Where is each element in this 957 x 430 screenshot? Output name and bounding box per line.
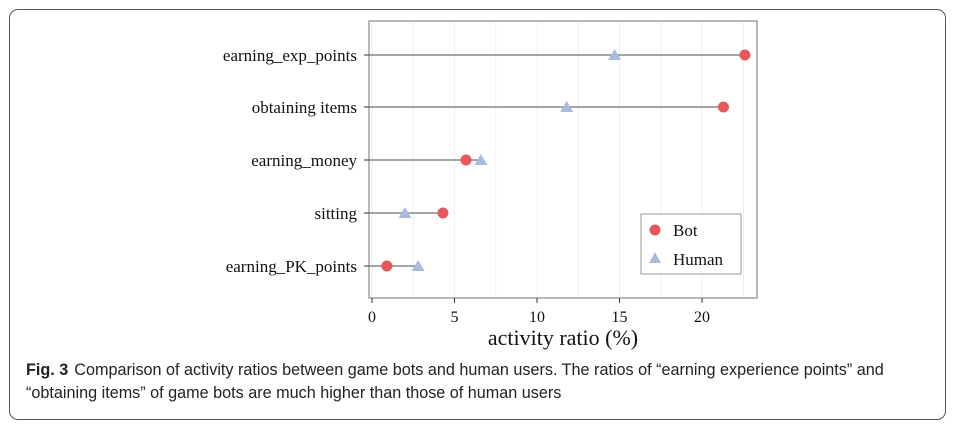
y-tick-label: earning_money <box>251 151 357 170</box>
x-axis: 0 5 10 15 20 <box>368 298 710 326</box>
x-tick-label: 0 <box>368 309 376 326</box>
caption-text: Comparison of activity ratios between ga… <box>26 361 884 402</box>
legend-human-marker <box>649 252 661 263</box>
legend-human-label: Human <box>673 250 724 269</box>
x-tick-label: 5 <box>451 309 459 326</box>
human-point <box>608 49 622 60</box>
x-tick-label: 10 <box>529 309 545 326</box>
y-tick-label: earning_PK_points <box>226 257 357 276</box>
grid <box>371 21 744 298</box>
human-point <box>474 154 488 165</box>
caption-label: Fig. 3 <box>26 361 69 379</box>
bot-point <box>460 154 472 166</box>
figure-frame <box>9 9 946 420</box>
x-axis-label: activity ratio (%) <box>488 325 638 350</box>
legend-bot-label: Bot <box>673 221 698 240</box>
figure-caption: Fig. 3 Comparison of activity ratios betw… <box>26 359 931 405</box>
y-tick-label: sitting <box>314 204 357 223</box>
human-point <box>560 101 574 112</box>
bot-point <box>381 260 393 272</box>
y-tick-label: obtaining items <box>252 98 357 117</box>
bot-point <box>437 207 449 219</box>
human-point <box>398 207 412 218</box>
x-tick-label: 20 <box>694 309 710 326</box>
legend-bot-marker <box>649 224 661 236</box>
legend: Bot Human <box>640 213 742 275</box>
x-tick-label: 15 <box>612 309 628 326</box>
bot-point <box>739 49 751 61</box>
points <box>381 49 751 272</box>
bot-point <box>717 101 729 113</box>
y-axis: earning_exp_points obtaining items earning… <box>223 46 369 276</box>
legend-box <box>640 213 742 275</box>
human-point <box>411 260 425 271</box>
y-tick-label: earning_exp_points <box>223 46 357 65</box>
segments <box>369 54 745 267</box>
